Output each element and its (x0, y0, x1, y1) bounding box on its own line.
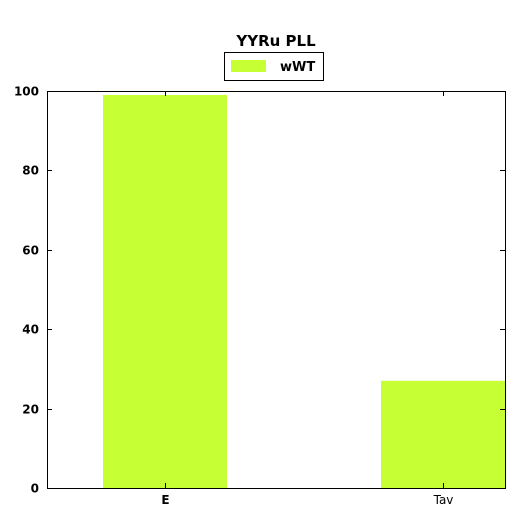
bars-layer (103, 94, 505, 488)
y-tick-label: 0 (31, 482, 39, 496)
bar-tav (381, 380, 505, 488)
y-tick-label: 40 (22, 323, 39, 337)
y-tick-label: 20 (22, 403, 39, 417)
bar-e (103, 94, 227, 488)
chart-title: YYRu PLL (235, 32, 316, 50)
y-tick-label: 100 (14, 85, 39, 99)
legend-label: wWT (280, 60, 315, 75)
legend: wWT (224, 52, 324, 81)
y-tick-label: 80 (22, 164, 39, 178)
x-tick-label-tav: Tav (433, 493, 454, 507)
plot-area-frame (47, 91, 506, 489)
y-tick-label: 60 (22, 244, 39, 258)
legend-swatch (231, 60, 266, 72)
x-tick-label-e: E (161, 493, 169, 507)
